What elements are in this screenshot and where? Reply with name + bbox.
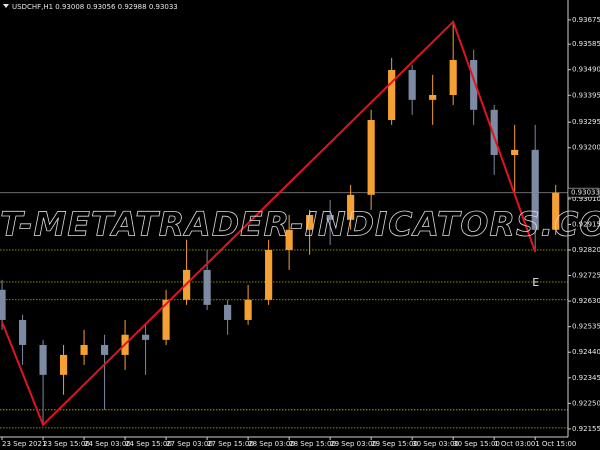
annotation: E: [532, 276, 539, 289]
x-tick-label: 23 Sep 15:00: [43, 440, 90, 448]
y-tick-label: 0.92535: [572, 323, 600, 331]
y-tick-label: 0.93675: [572, 16, 600, 24]
x-tick-label: 23 Sep 2021: [2, 440, 46, 448]
menu-arrow[interactable]: [3, 4, 9, 8]
x-tick-label: 30 Sep 15:00: [453, 440, 500, 448]
y-tick-label: 0.92440: [572, 348, 600, 356]
candle-body: [162, 299, 170, 340]
x-tick-label: 24 Sep 03:00: [84, 440, 131, 448]
x-tick-label: 24 Sep 15:00: [125, 440, 172, 448]
candle-body: [367, 120, 375, 195]
candle-body: [59, 354, 68, 375]
y-tick-label: 0.92250: [572, 399, 600, 407]
x-tick-label: 29 Sep 15:00: [371, 440, 418, 448]
candle-body: [0, 289, 6, 320]
candle-body: [306, 215, 314, 230]
candle-body: [265, 249, 273, 300]
watermark: BEST-METATRADER-INDICATORS.COM: [0, 205, 600, 244]
candle-body: [470, 60, 478, 110]
y-tick-label: 0.93490: [572, 66, 600, 74]
x-tick-label: 29 Sep 03:00: [330, 440, 377, 448]
candle-body: [531, 149, 539, 230]
candle-body: [388, 69, 396, 121]
candle-body: [408, 69, 416, 100]
y-tick-label: 0.93585: [572, 40, 600, 48]
current-price-label: 0.93033: [571, 189, 600, 197]
candle-body: [203, 269, 211, 305]
candle-body: [100, 344, 109, 355]
zigzag-line: [1, 19, 537, 427]
y-tick-label: 0.93295: [572, 118, 600, 126]
y-tick-label: 0.93395: [572, 91, 600, 99]
current-price-box: [567, 187, 600, 198]
x-tick-label: 30 Sep 03:00: [412, 440, 459, 448]
candle-body: [244, 299, 252, 320]
candle-body: [285, 229, 293, 250]
candle-body: [449, 60, 457, 95]
candle-body: [490, 109, 498, 155]
candle-body: [347, 194, 355, 220]
y-tick-label: 0.92915: [572, 220, 600, 228]
y-tick-label: 0.92155: [572, 425, 600, 433]
x-tick-label: 1 Oct 03:00: [494, 440, 535, 448]
y-tick-label: 0.93010: [572, 195, 600, 203]
y-tick-label: 0.92630: [572, 297, 600, 305]
back-layer: [0, 192, 568, 429]
x-tick-label: 28 Sep 03:00: [248, 440, 295, 448]
candle-body: [18, 319, 27, 345]
main-layer: E: [0, 19, 560, 427]
candle-body: [224, 304, 232, 320]
x-tick-label: 27 Sep 03:00: [166, 440, 213, 448]
y-tick-label: 0.93200: [572, 144, 600, 152]
chart-title: USDCHF,H1 0.93008 0.93056 0.92988 0.9303…: [12, 3, 178, 11]
candle-body: [39, 344, 47, 375]
candle-body: [429, 94, 437, 100]
x-tick-label: 28 Sep 15:00: [289, 440, 336, 448]
y-tick-label: 0.92820: [572, 246, 600, 254]
y-tick-label: 0.92725: [572, 272, 600, 280]
x-tick-label: 1 Oct 15:00: [535, 440, 576, 448]
candle-body: [552, 192, 560, 230]
candle-body: [80, 344, 88, 355]
candle-body: [142, 334, 150, 340]
candle-body: [511, 149, 519, 155]
x-tick-label: 27 Sep 15:00: [207, 440, 254, 448]
y-tick-label: 0.92345: [572, 374, 600, 382]
candle-body: [326, 215, 334, 220]
